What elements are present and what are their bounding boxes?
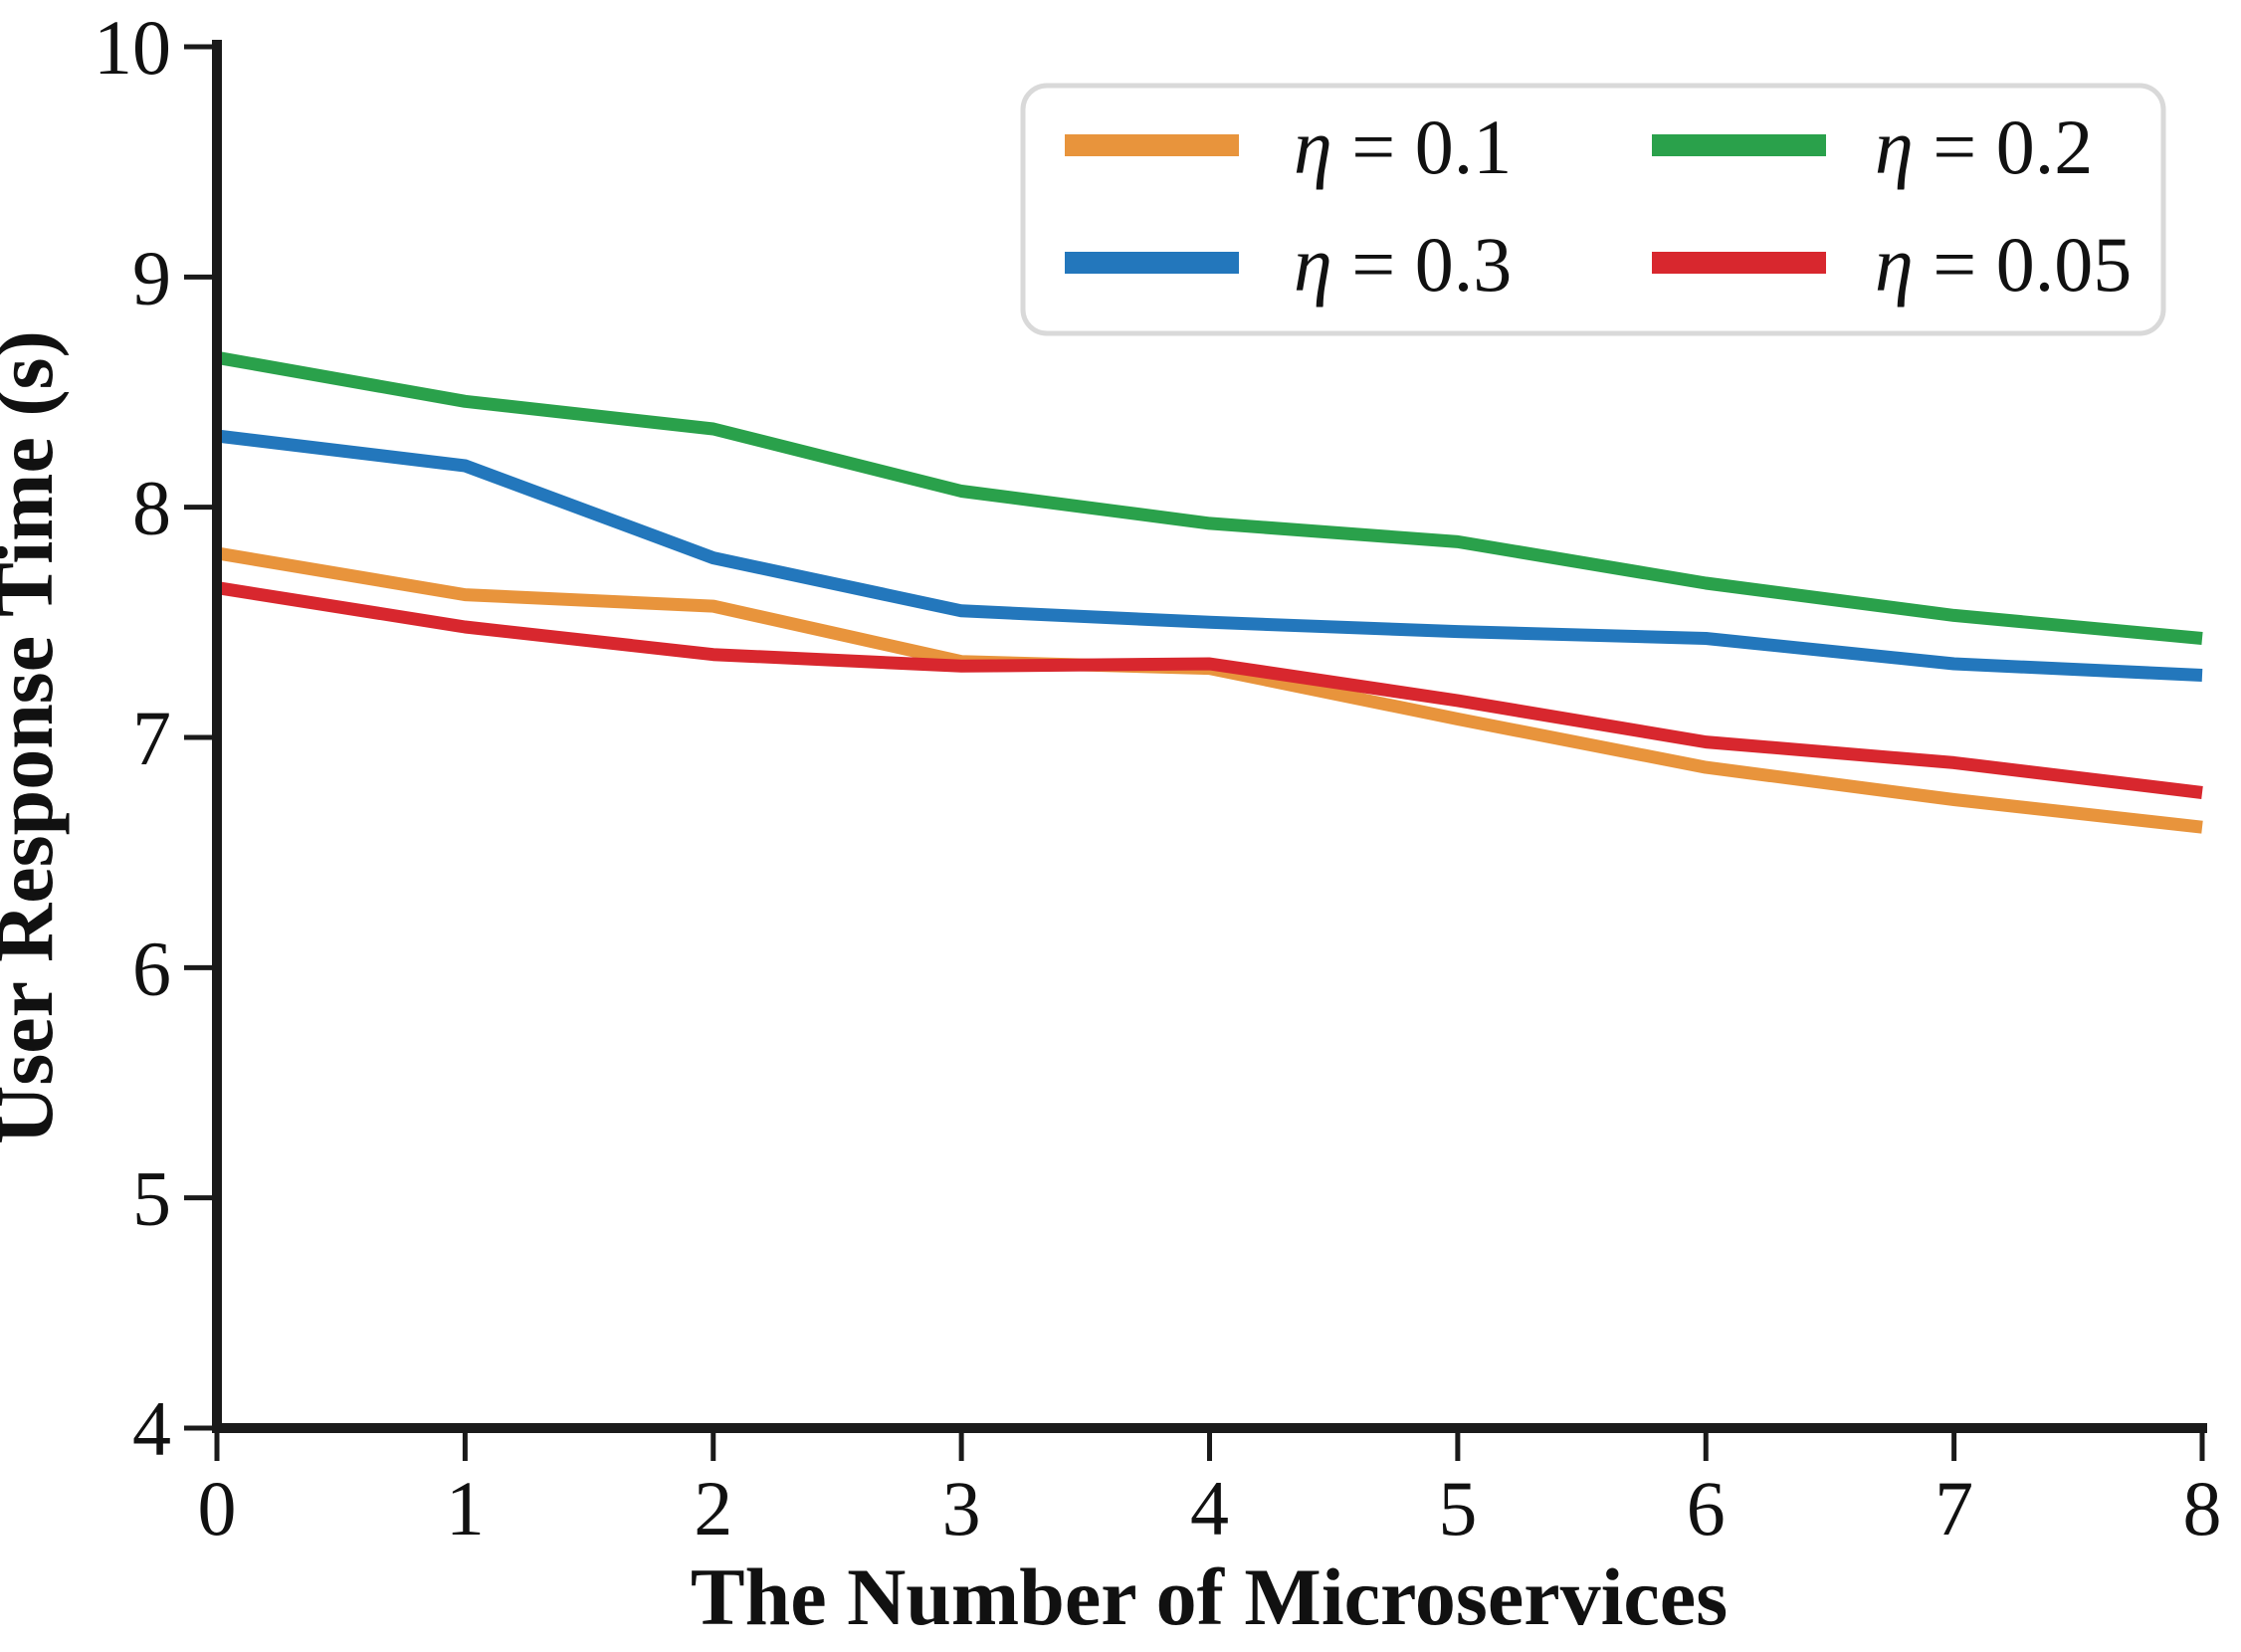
series-lines-group bbox=[215, 350, 2203, 834]
series-line-η=0.3 bbox=[216, 429, 2203, 682]
x-tick-label: 6 bbox=[1687, 1465, 1726, 1551]
y-tick-label: 6 bbox=[132, 925, 171, 1011]
x-tick-label: 3 bbox=[942, 1465, 981, 1551]
x-tick-label: 4 bbox=[1190, 1465, 1229, 1551]
y-axis-title: User Response Time (s) bbox=[0, 330, 70, 1144]
x-tick-label: 0 bbox=[198, 1465, 237, 1551]
y-tick-label: 4 bbox=[132, 1385, 171, 1472]
legend-label: η = 0.05 bbox=[1875, 221, 2132, 308]
legend-items-group: η = 0.1 η = 0.2 η = 0.3 η = 0.05 bbox=[1065, 103, 2132, 308]
x-axis-ticks: 0 1 2 3 4 5 6 7 8 bbox=[198, 1433, 2222, 1551]
y-tick-label: 8 bbox=[132, 465, 171, 551]
series-line-η=0.2 bbox=[215, 350, 2203, 645]
y-tick-label: 10 bbox=[94, 4, 171, 91]
series-line-η=0.05 bbox=[215, 581, 2203, 799]
y-tick-label: 5 bbox=[132, 1155, 171, 1242]
legend-label: η = 0.2 bbox=[1875, 103, 2093, 190]
x-tick-label: 7 bbox=[1935, 1465, 1973, 1551]
legend-box bbox=[1020, 83, 2166, 336]
legend-label: η = 0.1 bbox=[1294, 103, 1512, 190]
x-tick-label: 5 bbox=[1438, 1465, 1477, 1551]
legend-label: η = 0.3 bbox=[1294, 221, 1512, 308]
legend: η = 0.1 η = 0.2 η = 0.3 η = 0.05 bbox=[1020, 83, 2166, 336]
x-tick-label: 1 bbox=[446, 1465, 485, 1551]
x-axis-title: The Number of Microservices bbox=[691, 1551, 1728, 1642]
y-axis-ticks: 4 5 6 7 8 9 10 bbox=[94, 4, 212, 1472]
x-tick-label: 2 bbox=[694, 1465, 732, 1551]
x-tick-label: 8 bbox=[2183, 1465, 2222, 1551]
y-tick-label: 7 bbox=[132, 695, 171, 781]
y-tick-label: 9 bbox=[132, 234, 171, 320]
series-line-η=0.1 bbox=[215, 546, 2203, 834]
